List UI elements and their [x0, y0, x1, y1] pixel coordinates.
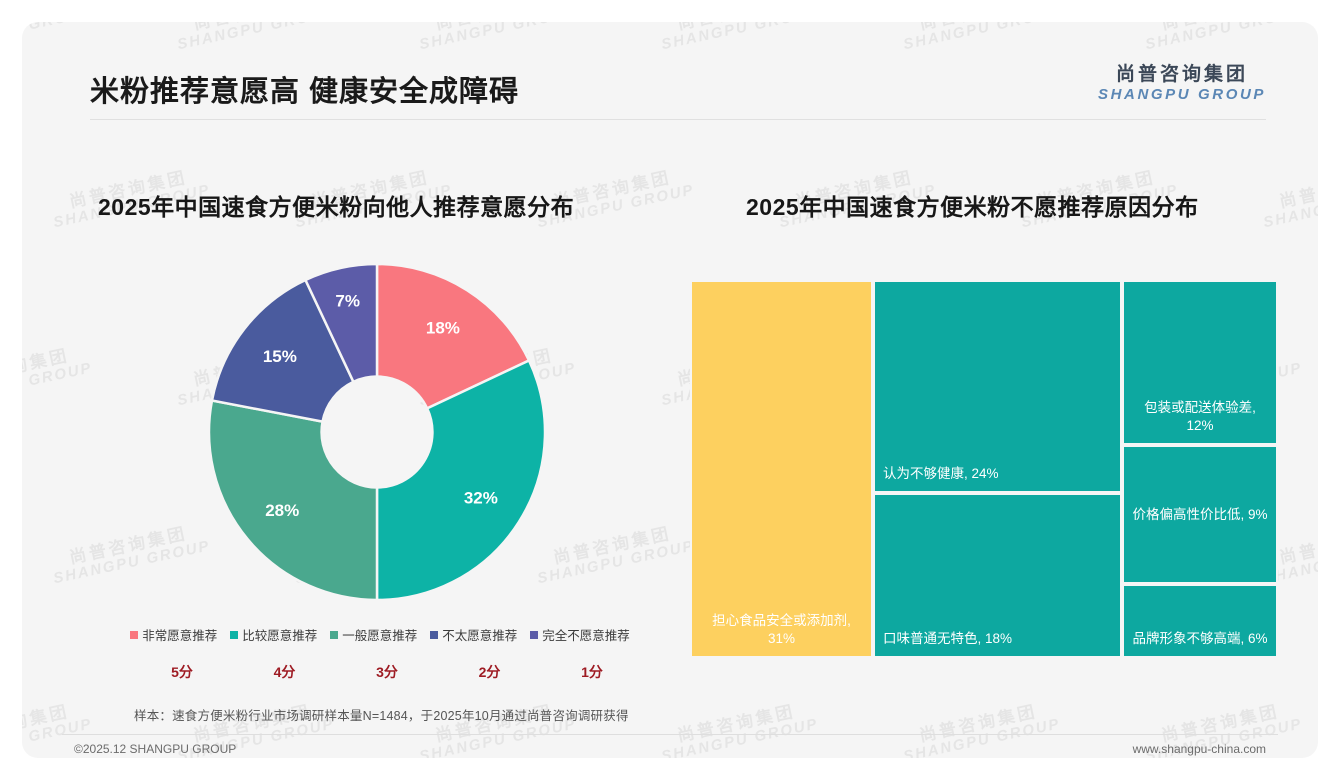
brand-logo: 尚普咨询集团 SHANGPU GROUP: [1098, 64, 1266, 103]
donut-slice[interactable]: [303, 263, 379, 384]
treemap-cell-label: 价格偏高性价比低, 9%: [1132, 506, 1268, 522]
legend-item[interactable]: 不太愿意推荐: [430, 625, 517, 644]
legend-swatch-icon: [330, 630, 339, 639]
treemap-cell-label: 担心食品安全或添加剂, 31%: [712, 612, 851, 646]
score-label: 2分: [478, 664, 501, 680]
donut-slice-label: 32%: [464, 488, 498, 507]
donut-legend: 非常愿意推荐 比较愿意推荐 一般愿意推荐 不太愿意推荐 完全不愿意推荐: [90, 625, 670, 644]
treemap-cell[interactable]: 价格偏高性价比低, 9%: [1122, 445, 1278, 584]
legend-item[interactable]: 比较愿意推荐: [230, 625, 317, 644]
legend-item[interactable]: 一般愿意推荐: [330, 625, 417, 644]
donut-slice-label: 28%: [265, 501, 299, 520]
sample-footnote: 样本：速食方便米粉行业市场调研样本量N=1484，于2025年10月通过尚普咨询…: [134, 709, 629, 723]
treemap-cell[interactable]: 包装或配送体验差, 12%: [1122, 280, 1278, 445]
footer-website: www.shangpu-china.com: [1132, 742, 1266, 756]
score-label: 5分: [171, 664, 193, 680]
legend-swatch-icon: [430, 630, 439, 639]
logo-text-en: SHANGPU GROUP: [1098, 85, 1266, 103]
treemap-cell[interactable]: 认为不够健康, 24%: [873, 280, 1122, 493]
score-scale-row: 5分 4分 3分 2分 1分: [152, 662, 622, 682]
legend-label: 非常愿意推荐: [142, 629, 218, 643]
treemap-cell-label: 品牌形象不够高端, 6%: [1132, 630, 1268, 646]
legend-label: 不太愿意推荐: [442, 629, 518, 643]
score-label: 4分: [273, 664, 296, 680]
legend-swatch-icon: [230, 630, 239, 639]
slide-header: 米粉推荐意愿高 健康安全成障碍 尚普咨询集团 SHANGPU GROUP: [22, 22, 1318, 120]
legend-label: 一般愿意推荐: [342, 629, 418, 643]
treemap-cell-label: 认为不够健康, 24%: [883, 465, 999, 481]
reasons-treemap-chart: 担心食品安全或添加剂, 31% 认为不够健康, 24% 口味普通无特色, 18% 包装…: [690, 280, 1278, 658]
legend-item[interactable]: 非常愿意推荐: [130, 625, 217, 644]
footer-divider: [62, 734, 1278, 735]
page-title: 米粉推荐意愿高 健康安全成障碍: [90, 76, 520, 108]
legend-item[interactable]: 完全不愿意推荐: [530, 625, 630, 644]
legend-label: 比较愿意推荐: [242, 629, 318, 643]
donut-slice[interactable]: [210, 278, 356, 424]
left-chart-title: 2025年中国速食方便米粉向他人推荐意愿分布: [98, 194, 575, 220]
logo-text-cn: 尚普咨询集团: [1116, 64, 1249, 85]
treemap-cell[interactable]: 品牌形象不够高端, 6%: [1122, 584, 1278, 658]
header-divider: [90, 119, 1266, 120]
treemap-cell[interactable]: 口味普通无特色, 18%: [873, 493, 1122, 658]
donut-slice[interactable]: [375, 358, 546, 601]
legend-swatch-icon: [130, 630, 139, 639]
donut-slice-label: 7%: [335, 291, 360, 310]
right-chart-title: 2025年中国速食方便米粉不愿推荐原因分布: [746, 194, 1199, 220]
treemap-cell-label: 包装或配送体验差, 12%: [1144, 399, 1256, 433]
donut-slice-label: 18%: [426, 319, 460, 338]
donut-slice[interactable]: [208, 399, 379, 601]
footer-copyright: ©2025.12 SHANGPU GROUP: [74, 742, 237, 756]
recommendation-donut-chart: 18% 32% 28% 15% 7%: [208, 263, 546, 601]
donut-slice[interactable]: [375, 263, 531, 411]
donut-svg: 18% 32% 28% 15% 7%: [208, 263, 546, 601]
score-label: 3分: [376, 664, 398, 680]
donut-slice-label: 15%: [263, 347, 297, 366]
treemap-cell-label: 口味普通无特色, 18%: [883, 630, 1013, 646]
treemap-cell[interactable]: 担心食品安全或添加剂, 31%: [690, 280, 873, 658]
score-label: 1分: [581, 664, 603, 680]
legend-swatch-icon: [530, 630, 539, 639]
legend-label: 完全不愿意推荐: [542, 629, 630, 643]
